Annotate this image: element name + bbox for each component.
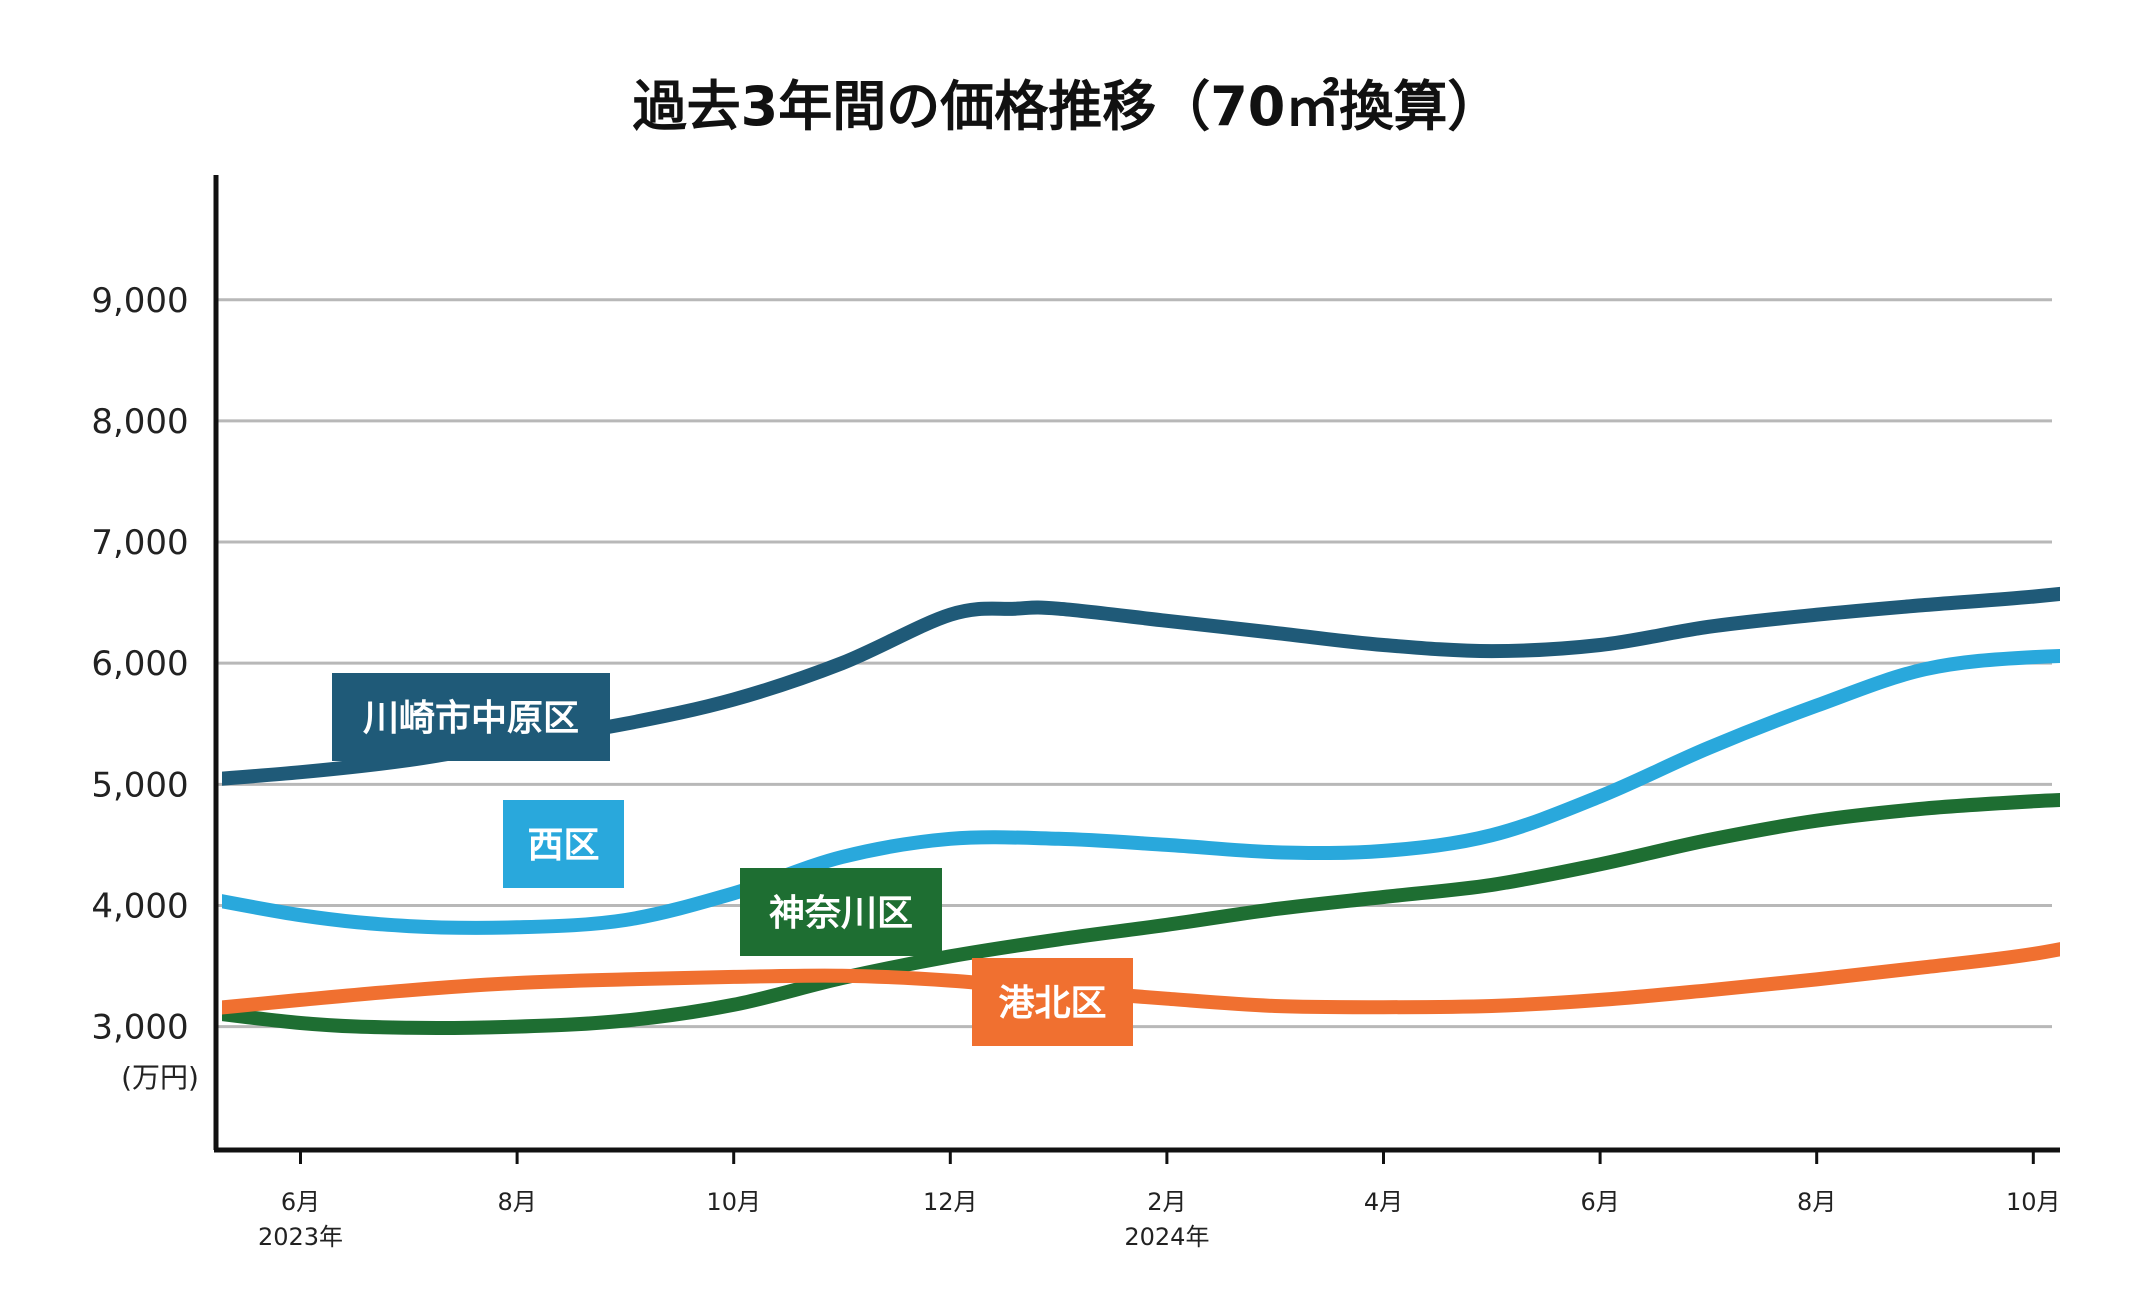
- gridlines: [218, 298, 2052, 1029]
- y-tick-label: 4,000: [91, 886, 188, 926]
- series-label-nishi: 西区: [503, 800, 624, 888]
- x-tick-year-label: 2023年: [258, 1223, 343, 1251]
- series-line-kanagawa: [222, 793, 2060, 1036]
- x-tick-label: 6月: [1580, 1188, 1619, 1216]
- y-tick-label: 8,000: [91, 402, 188, 442]
- x-tick-label: 10月: [706, 1188, 761, 1216]
- y-tick-label: 7,000: [91, 523, 188, 563]
- x-tick-label: 2月: [1147, 1188, 1186, 1216]
- y-tick-label: 5,000: [91, 765, 188, 805]
- series-line-kohoku: [222, 942, 2060, 1015]
- series-label-nakahara: 川崎市中原区: [332, 673, 610, 761]
- y-unit-label: (万円): [121, 1061, 199, 1094]
- series-label-kanagawa: 神奈川区: [740, 868, 942, 956]
- y-tick-label: 6,000: [91, 644, 188, 684]
- axes: [213, 175, 2060, 1164]
- series-label-box: [332, 673, 610, 761]
- x-tick-label: 10月: [2006, 1188, 2061, 1216]
- series-label-box: [972, 958, 1133, 1046]
- series-line-nakahara: [222, 586, 2060, 786]
- series-label-box: [740, 868, 942, 956]
- y-tick-label: 9,000: [91, 281, 188, 321]
- x-tick-label: 4月: [1364, 1188, 1403, 1216]
- series-label-text: 西区: [527, 825, 599, 866]
- x-tick-label: 12月: [923, 1188, 978, 1216]
- x-tick-label: 8月: [497, 1188, 536, 1216]
- y-tick-label: 3,000: [91, 1008, 188, 1048]
- series-label-text: 神奈川区: [769, 893, 913, 934]
- series-label-kohoku: 港北区: [972, 958, 1133, 1046]
- series-label-text: 港北区: [998, 983, 1106, 1024]
- y-tick-labels: 3,000 4,000 5,000 6,000 7,000 8,000 9,000: [91, 281, 188, 1048]
- x-tick-labels: 6月2023年8月10月12月2月2024年4月6月8月10月12月2月2025…: [258, 1188, 2061, 1251]
- x-tick-year-label: 2024年: [1124, 1223, 1209, 1251]
- series-label-text: 川崎市中原区: [363, 698, 579, 739]
- x-tick-label: 8月: [1797, 1188, 1836, 1216]
- chart-title: 過去3年間の価格推移（70㎡換算）: [632, 75, 1502, 138]
- series-label-box: [503, 800, 624, 888]
- x-tick-label: 6月: [281, 1188, 320, 1216]
